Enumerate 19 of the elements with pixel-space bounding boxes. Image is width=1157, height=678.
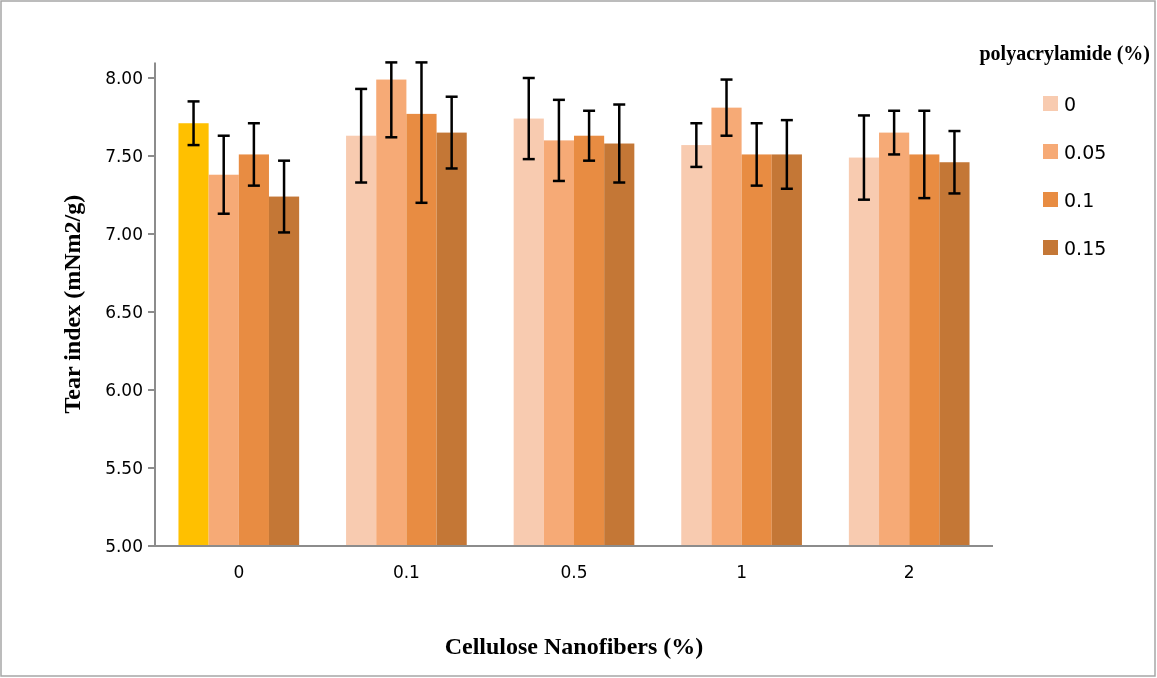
x-tick-label: 2	[903, 562, 915, 582]
legend-label: 0.05	[1064, 140, 1107, 163]
y-tick-label: 5.00	[105, 535, 143, 556]
y-tick-label: 7.00	[105, 223, 143, 244]
legend-label: 0	[1064, 92, 1077, 115]
y-tick-label: 7.50	[105, 145, 143, 166]
x-tick-label: 1	[736, 562, 748, 582]
y-tick-label: 6.00	[105, 379, 143, 400]
x-tick-label: 0.1	[392, 562, 420, 582]
y-tick-label: 6.50	[105, 301, 143, 322]
y-axis-title: Tear index (mNm2/g)	[59, 194, 85, 414]
legend-label: 0.1	[1064, 188, 1095, 211]
legend-title: polyacrylamide (%)	[979, 42, 1150, 65]
legend-label: 0.15	[1064, 236, 1107, 259]
y-tick-label: 8.00	[105, 67, 143, 88]
x-tick-label: 0	[233, 562, 245, 582]
x-tick-label: 0.5	[560, 562, 588, 582]
x-axis-title: Cellulose Nanofibers (%)	[444, 633, 704, 659]
y-tick-label: 5.50	[105, 457, 143, 478]
